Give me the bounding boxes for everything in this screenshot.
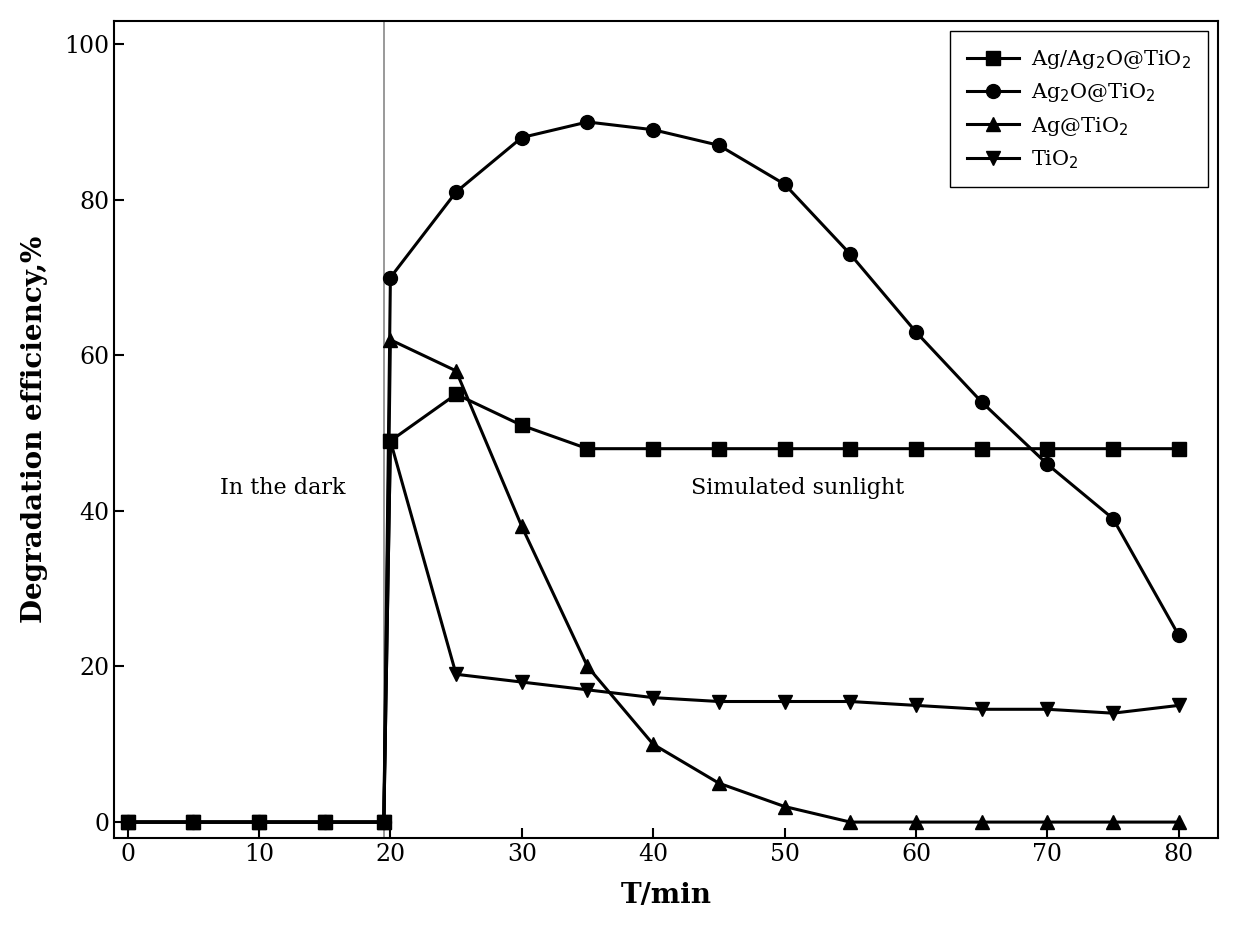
- TiO$_2$: [580, 684, 595, 696]
- Ag@TiO$_2$: [1040, 817, 1054, 828]
- Ag$_2$O@TiO$_2$: [120, 817, 135, 828]
- Ag$_2$O@TiO$_2$: [646, 125, 660, 136]
- Ag$_2$O@TiO$_2$: [317, 817, 332, 828]
- Ag$_2$O@TiO$_2$: [186, 817, 201, 828]
- Ag$_2$O@TiO$_2$: [252, 817, 266, 828]
- Ag/Ag$_2$O@TiO$_2$: [777, 443, 792, 454]
- Ag$_2$O@TiO$_2$: [777, 179, 792, 190]
- Ag@TiO$_2$: [252, 817, 266, 828]
- Ag@TiO$_2$: [120, 817, 135, 828]
- Ag@TiO$_2$: [646, 738, 660, 750]
- TiO$_2$: [252, 817, 266, 828]
- Line: Ag@TiO$_2$: Ag@TiO$_2$: [120, 333, 1186, 829]
- TiO$_2$: [186, 817, 201, 828]
- Ag/Ag$_2$O@TiO$_2$: [908, 443, 923, 454]
- Ag/Ag$_2$O@TiO$_2$: [383, 435, 398, 446]
- Ag$_2$O@TiO$_2$: [1171, 630, 1186, 641]
- TiO$_2$: [120, 817, 135, 828]
- Ag@TiO$_2$: [908, 817, 923, 828]
- Line: TiO$_2$: TiO$_2$: [120, 434, 1186, 829]
- Ag@TiO$_2$: [383, 334, 398, 345]
- TiO$_2$: [974, 704, 989, 715]
- Ag/Ag$_2$O@TiO$_2$: [252, 817, 266, 828]
- Ag/Ag$_2$O@TiO$_2$: [449, 389, 463, 400]
- Ag@TiO$_2$: [580, 661, 595, 672]
- Ag@TiO$_2$: [377, 817, 392, 828]
- TiO$_2$: [843, 696, 857, 707]
- Ag$_2$O@TiO$_2$: [974, 396, 989, 407]
- Ag$_2$O@TiO$_2$: [383, 272, 398, 283]
- Ag$_2$O@TiO$_2$: [711, 140, 726, 151]
- Ag@TiO$_2$: [1105, 817, 1120, 828]
- Ag$_2$O@TiO$_2$: [377, 817, 392, 828]
- Text: In the dark: In the dark: [219, 476, 346, 498]
- Ag$_2$O@TiO$_2$: [1105, 513, 1120, 525]
- Ag@TiO$_2$: [777, 801, 792, 812]
- Ag@TiO$_2$: [514, 521, 529, 532]
- Ag@TiO$_2$: [711, 777, 726, 789]
- Ag$_2$O@TiO$_2$: [843, 248, 857, 259]
- TiO$_2$: [449, 669, 463, 680]
- Ag$_2$O@TiO$_2$: [449, 186, 463, 197]
- TiO$_2$: [1105, 708, 1120, 719]
- Ag@TiO$_2$: [843, 817, 857, 828]
- TiO$_2$: [711, 696, 726, 707]
- Ag/Ag$_2$O@TiO$_2$: [646, 443, 660, 454]
- Ag/Ag$_2$O@TiO$_2$: [711, 443, 726, 454]
- Ag/Ag$_2$O@TiO$_2$: [843, 443, 857, 454]
- Ag/Ag$_2$O@TiO$_2$: [514, 419, 529, 431]
- Ag@TiO$_2$: [186, 817, 201, 828]
- Ag/Ag$_2$O@TiO$_2$: [974, 443, 989, 454]
- Ag$_2$O@TiO$_2$: [1040, 458, 1054, 470]
- Ag/Ag$_2$O@TiO$_2$: [580, 443, 595, 454]
- TiO$_2$: [377, 817, 392, 828]
- Ag/Ag$_2$O@TiO$_2$: [120, 817, 135, 828]
- TiO$_2$: [383, 435, 398, 446]
- Ag@TiO$_2$: [1171, 817, 1186, 828]
- Y-axis label: Degradation efficiency,%: Degradation efficiency,%: [21, 235, 48, 623]
- TiO$_2$: [1171, 699, 1186, 711]
- TiO$_2$: [908, 699, 923, 711]
- Text: Simulated sunlight: Simulated sunlight: [691, 476, 904, 498]
- Ag/Ag$_2$O@TiO$_2$: [377, 817, 392, 828]
- Ag/Ag$_2$O@TiO$_2$: [317, 817, 332, 828]
- Ag$_2$O@TiO$_2$: [908, 326, 923, 338]
- TiO$_2$: [317, 817, 332, 828]
- Ag/Ag$_2$O@TiO$_2$: [1105, 443, 1120, 454]
- Legend: Ag/Ag$_2$O@TiO$_2$, Ag$_2$O@TiO$_2$, Ag@TiO$_2$, TiO$_2$: Ag/Ag$_2$O@TiO$_2$, Ag$_2$O@TiO$_2$, Ag@…: [950, 32, 1208, 188]
- TiO$_2$: [646, 692, 660, 703]
- Ag@TiO$_2$: [974, 817, 989, 828]
- Ag$_2$O@TiO$_2$: [580, 116, 595, 127]
- TiO$_2$: [777, 696, 792, 707]
- Ag/Ag$_2$O@TiO$_2$: [1171, 443, 1186, 454]
- Ag/Ag$_2$O@TiO$_2$: [1040, 443, 1054, 454]
- TiO$_2$: [1040, 704, 1054, 715]
- Ag@TiO$_2$: [449, 365, 463, 377]
- Ag/Ag$_2$O@TiO$_2$: [186, 817, 201, 828]
- X-axis label: T/min: T/min: [621, 883, 712, 910]
- Ag$_2$O@TiO$_2$: [514, 132, 529, 143]
- Line: Ag/Ag$_2$O@TiO$_2$: Ag/Ag$_2$O@TiO$_2$: [120, 387, 1186, 829]
- Ag@TiO$_2$: [317, 817, 332, 828]
- TiO$_2$: [514, 676, 529, 687]
- Line: Ag$_2$O@TiO$_2$: Ag$_2$O@TiO$_2$: [120, 115, 1186, 829]
